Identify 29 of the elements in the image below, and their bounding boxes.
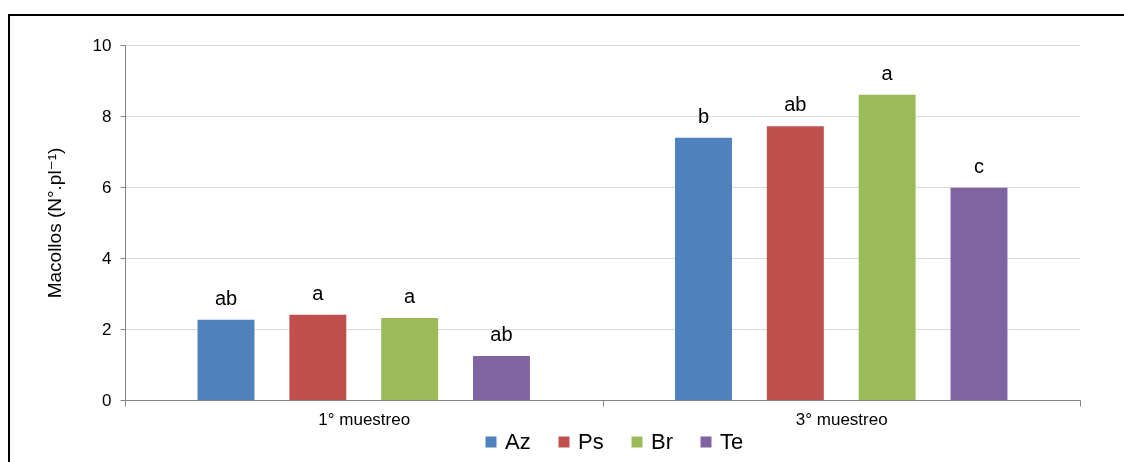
data-label: a (312, 281, 325, 304)
bar (289, 314, 347, 400)
bar (858, 94, 916, 400)
data-label: b (697, 104, 710, 127)
legend-label: Ps (578, 429, 604, 454)
y-tick-label: 6 (102, 177, 112, 197)
legend-label: Br (651, 429, 673, 454)
data-label: a (404, 284, 417, 307)
data-label: ab (490, 322, 513, 345)
bar (473, 355, 530, 400)
bar (381, 318, 439, 400)
data-label: a (881, 61, 894, 84)
y-tick-label: 4 (102, 248, 112, 268)
y-tick-label: 8 (102, 106, 112, 126)
y-tick-label: 0 (102, 390, 112, 410)
legend-label: Te (720, 429, 744, 454)
y-tick-label: 10 (92, 35, 112, 55)
bar (766, 126, 824, 400)
data-label: c (973, 154, 984, 177)
bar (675, 137, 732, 400)
bar (950, 187, 1008, 400)
x-tick-label: 3° muestreo (795, 409, 888, 429)
data-label: ab (214, 286, 238, 309)
y-tick-label: 2 (102, 319, 112, 339)
data-label: ab (784, 93, 807, 116)
y-axis-title: Macollos (N°.pl⁻¹) (43, 147, 65, 299)
x-tick-label: 1° muestreo (318, 409, 411, 429)
legend-label: Az (505, 429, 531, 454)
bar (197, 319, 255, 400)
